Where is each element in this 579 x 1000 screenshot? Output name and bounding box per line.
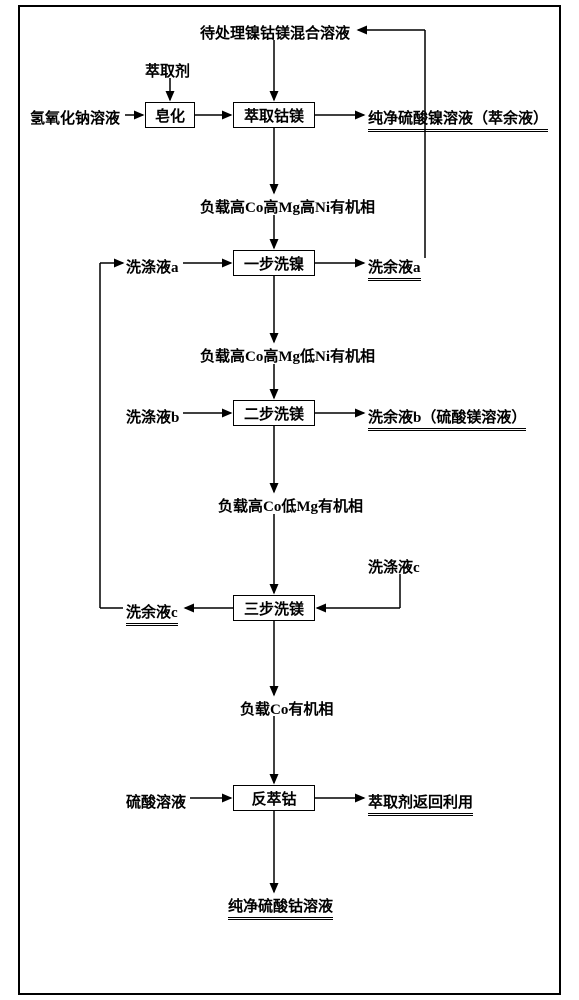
- label-phase4: 负载Co有机相: [240, 698, 333, 719]
- box-extract-label: 萃取钴镁: [244, 105, 304, 126]
- label-pure-co: 纯净硫酸钴溶液: [228, 895, 333, 916]
- box-extract: 萃取钴镁: [233, 102, 315, 128]
- box-strip-label: 反萃钴: [251, 788, 296, 809]
- box-step3-label: 三步洗镁: [244, 598, 304, 619]
- label-phase3: 负载高Co低Mg有机相: [218, 495, 363, 516]
- label-wash-a-out: 洗余液a: [368, 256, 421, 277]
- label-extractant: 萃取剂: [145, 60, 190, 81]
- box-step2-label: 二步洗镁: [244, 403, 304, 424]
- label-wash-a-in: 洗涤液a: [126, 256, 179, 277]
- label-phase1: 负载高Co高Mg高Ni有机相: [200, 196, 375, 217]
- label-wash-b-out: 洗余液b（硫酸镁溶液）: [368, 406, 526, 427]
- box-step2: 二步洗镁: [233, 400, 315, 426]
- label-recycle: 萃取剂返回利用: [368, 791, 473, 812]
- label-wash-c-out: 洗余液c: [126, 601, 178, 622]
- box-saponify: 皂化: [145, 102, 195, 128]
- label-pure-ni: 纯净硫酸镍溶液（萃余液）: [368, 107, 548, 128]
- box-strip: 反萃钴: [233, 785, 315, 811]
- label-h2so4: 硫酸溶液: [126, 791, 186, 812]
- box-step3: 三步洗镁: [233, 595, 315, 621]
- box-step1: 一步洗镍: [233, 250, 315, 276]
- box-step1-label: 一步洗镍: [244, 253, 304, 274]
- box-saponify-label: 皂化: [155, 105, 185, 126]
- label-phase2: 负载高Co高Mg低Ni有机相: [200, 345, 375, 366]
- label-wash-c-in: 洗涤液c: [368, 556, 420, 577]
- label-top-input: 待处理镍钴镁混合溶液: [200, 22, 350, 43]
- label-naoh: 氢氧化钠溶液: [30, 107, 120, 128]
- label-wash-b-in: 洗涤液b: [126, 406, 179, 427]
